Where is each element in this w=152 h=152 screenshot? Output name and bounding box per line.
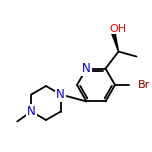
Text: OH: OH [109,24,126,34]
Text: N: N [27,105,36,118]
Text: Br: Br [138,80,150,90]
Polygon shape [112,33,119,52]
Text: N: N [82,62,91,75]
Text: N: N [56,88,65,101]
